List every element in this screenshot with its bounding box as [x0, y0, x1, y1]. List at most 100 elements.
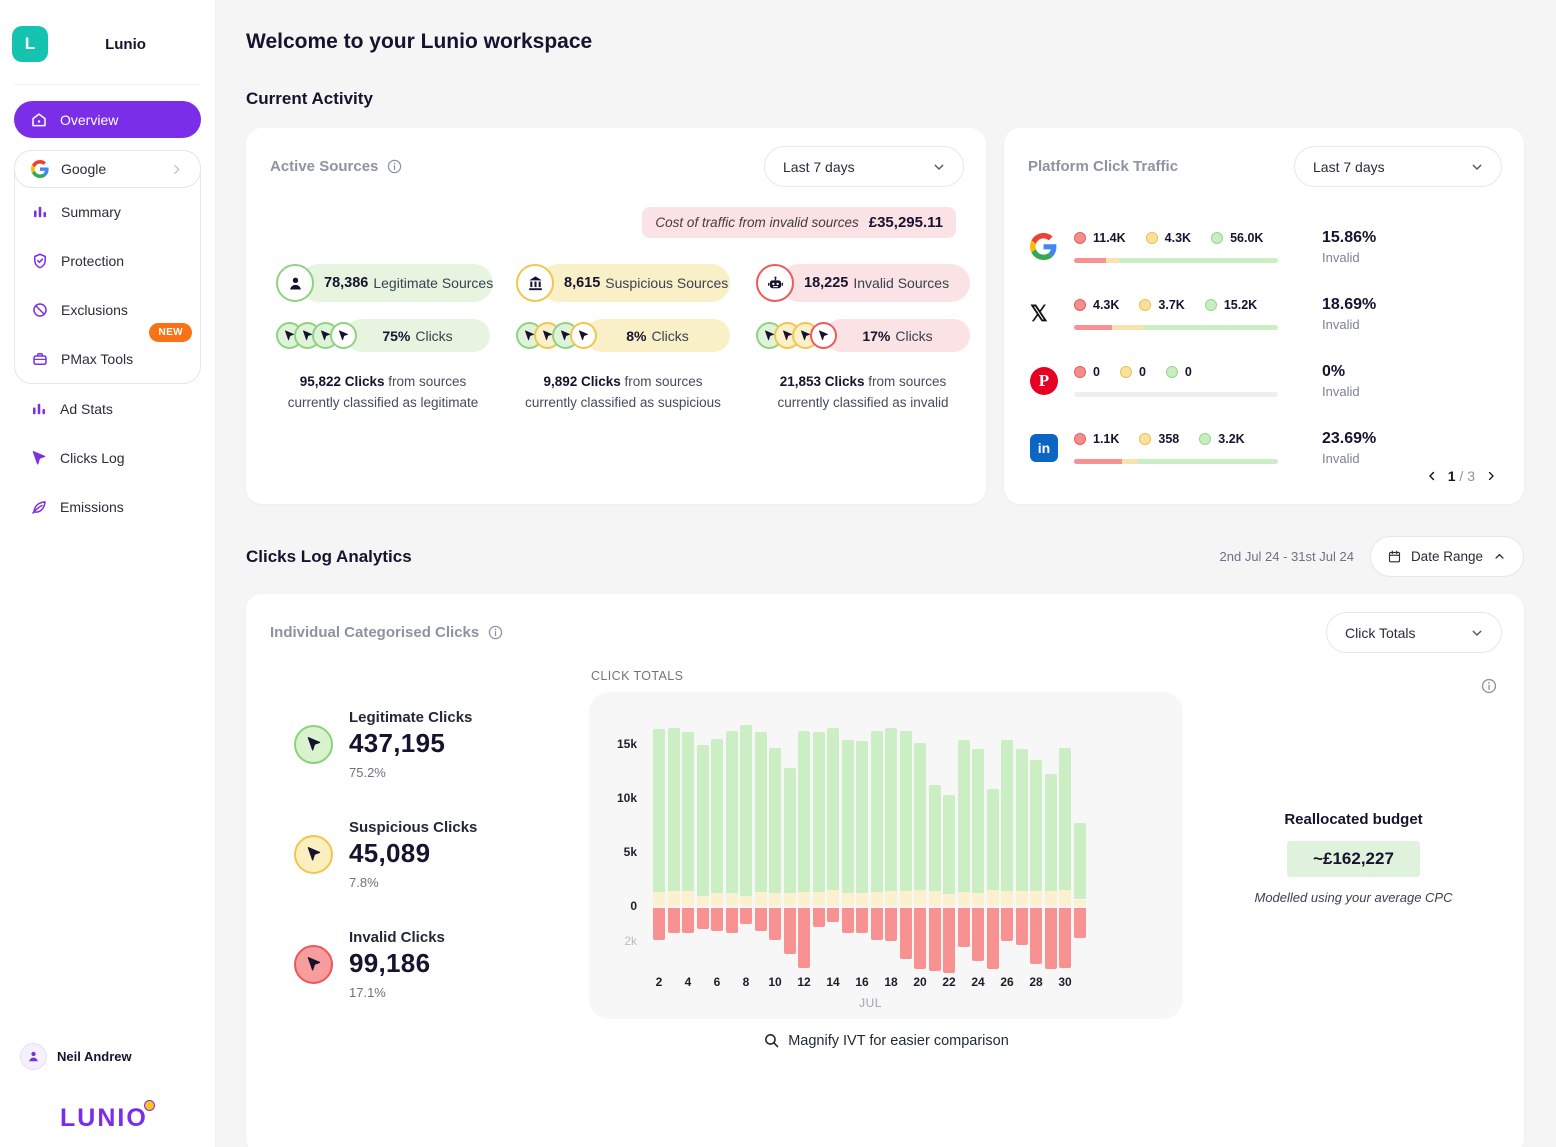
budget-title: Reallocated budget [1284, 811, 1423, 828]
sidebar-item-google[interactable]: Google [14, 150, 201, 188]
google-icon [1030, 233, 1060, 260]
chart-bar-suspicious [682, 890, 694, 906]
chart-bar-invalid [899, 908, 912, 959]
stat-label: Invalid Clicks [349, 928, 445, 946]
legitimate-count: 3.2K [1199, 432, 1245, 446]
invalid-count: 11.4K [1074, 231, 1126, 245]
chart-bar-suspicious [899, 890, 912, 906]
chart-bar-invalid [972, 908, 984, 961]
sidebar-item-ad-stats[interactable]: Ad Stats [14, 384, 201, 433]
chart-bar-legitimate [740, 724, 752, 897]
next-page-button[interactable] [1484, 469, 1498, 483]
current-page: 1 [1447, 468, 1456, 484]
chart-bar-suspicious [914, 889, 926, 906]
chart-bar-legitimate [928, 785, 941, 891]
y-axis-tick: 15k [616, 737, 637, 751]
sidebar-item-exclusions[interactable]: Exclusions [15, 285, 200, 334]
legitimate-clicks-description: 95,822 Clicks from sources currently cla… [287, 374, 479, 410]
chart-bar-suspicious [827, 889, 839, 906]
chart-bar-suspicious [740, 896, 752, 906]
chart-bar-invalid [914, 908, 926, 970]
sidebar-item-overview[interactable]: Overview [14, 101, 201, 138]
cost-label: Cost of traffic from invalid sources [655, 215, 859, 230]
magnify-ivt-toggle[interactable]: Magnify IVT for easier comparison [589, 1032, 1183, 1049]
chart-bar-legitimate [1073, 822, 1086, 900]
chart-bar-legitimate [754, 732, 767, 892]
person-icon-badge [276, 264, 314, 302]
red-dot-icon [1074, 298, 1086, 311]
x-axis-tick: 12 [797, 975, 811, 989]
invalid-caption: Invalid [1322, 450, 1360, 466]
stat-percentage: 7.8% [349, 874, 379, 890]
user-menu[interactable]: Neil Andrew [0, 1043, 215, 1070]
chart-bar-legitimate [769, 748, 781, 893]
invalid-caption: Invalid [1322, 249, 1360, 265]
x-axis-tick: 28 [1029, 975, 1043, 989]
chart-bar-suspicious [1059, 889, 1071, 906]
legitimate-sources-pill: 78,386 Legitimate Sources [300, 264, 494, 302]
traffic-split-bar [1074, 324, 1278, 330]
chart-bar-suspicious [957, 892, 970, 906]
sidebar-item-label: Emissions [60, 498, 124, 515]
chart-bar-legitimate [870, 731, 883, 892]
x-axis-tick: 8 [742, 975, 750, 989]
chart-bar-suspicious [754, 892, 767, 906]
linkedin-icon: in [1030, 433, 1060, 462]
chart-bar-suspicious [783, 893, 796, 906]
invalid-cost-pill: Cost of traffic from invalid sources £35… [642, 207, 956, 238]
stat-percentage: 17.1% [349, 984, 386, 1000]
suspicious-clicks-stat: Suspicious Clicks 45,089 7.8% [294, 811, 589, 897]
sidebar-item-clicks-log[interactable]: Clicks Log [14, 433, 201, 482]
leaf-icon [30, 498, 48, 516]
yellow-dot-icon [1139, 432, 1152, 445]
previous-page-button[interactable] [1425, 469, 1439, 483]
click-stats-column: Legitimate Clicks 437,195 75.2% Suspicio… [294, 661, 589, 1049]
logo-dot [143, 1100, 155, 1111]
chart-bar-invalid [798, 908, 810, 968]
shield-check-icon [31, 252, 49, 270]
green-dot-icon [1165, 365, 1178, 378]
chart-bar-legitimate [711, 738, 723, 893]
info-icon[interactable] [487, 624, 504, 641]
sidebar-item-pmax-tools[interactable]: PMax Tools NEW [15, 323, 200, 383]
date-range-button[interactable]: Date Range [1369, 536, 1524, 577]
briefcase-icon [31, 350, 49, 368]
x-axis-tick: 16 [855, 975, 869, 989]
x-axis-tick: 14 [826, 975, 840, 989]
info-icon[interactable] [1480, 677, 1498, 695]
active-sources-range-select[interactable]: Last 7 days [764, 146, 964, 187]
sidebar-item-emissions[interactable]: Emissions [14, 482, 201, 531]
invalid-sources-column: 18,225 Invalid Sources 17% Clicks [756, 264, 970, 414]
x-axis-tick: 2 [655, 975, 663, 989]
chart-bar-invalid [957, 908, 970, 947]
chart-bar-legitimate [1030, 760, 1042, 891]
chart-bar-suspicious [1044, 890, 1057, 906]
robot-icon-badge [756, 264, 794, 302]
legitimate-count: 15.2K [1204, 298, 1257, 312]
chart-bar-invalid [812, 908, 825, 928]
chart-bar-legitimate [1001, 739, 1013, 891]
x-axis-tick: 24 [971, 975, 985, 989]
x-axis-tick: 6 [713, 975, 721, 989]
prohibit-icon [31, 301, 49, 319]
lunio-logo-mark[interactable]: L [12, 26, 48, 62]
invalid-clicks-stat: Invalid Clicks 99,186 17.1% [294, 921, 589, 1007]
x-axis-label: JUL [859, 996, 882, 1010]
home-icon [30, 111, 48, 129]
sidebar-item-label: Clicks Log [60, 449, 125, 466]
total-pages: 3 [1467, 468, 1475, 484]
x-axis-tick: 10 [768, 975, 782, 989]
traffic-split-bar [1074, 391, 1278, 397]
chart-bar-invalid [740, 908, 752, 924]
platform-traffic-range-select[interactable]: Last 7 days [1294, 146, 1502, 187]
chart-bar-invalid [885, 908, 897, 942]
sidebar-item-summary[interactable]: Summary [15, 187, 200, 236]
cursor-icon-badge [294, 944, 333, 984]
chart-bar-invalid [943, 908, 955, 973]
invalid-caption: Invalid [1322, 316, 1360, 332]
chart-bar-suspicious [812, 892, 825, 906]
sidebar-item-protection[interactable]: Protection [15, 236, 200, 285]
click-totals-select[interactable]: Click Totals [1326, 612, 1502, 653]
info-icon[interactable] [386, 158, 403, 175]
sidebar-item-label: Overview [60, 111, 119, 128]
